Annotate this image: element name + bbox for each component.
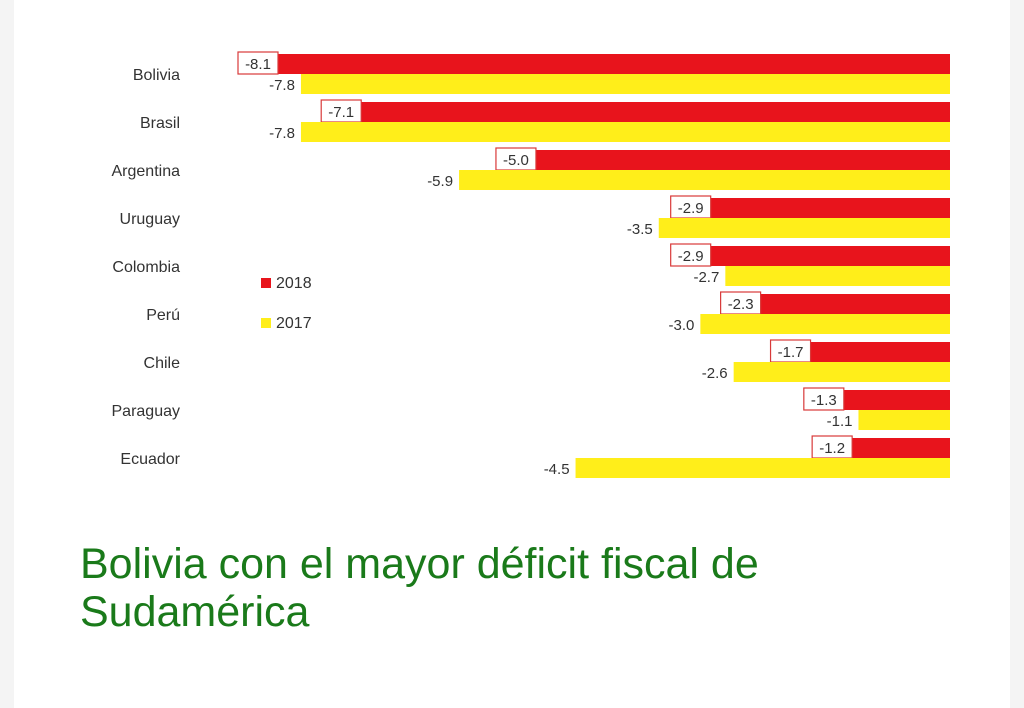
category-label: Paraguay [112, 403, 181, 420]
bar-2018 [359, 102, 951, 122]
data-label-2018: -2.3 [728, 296, 754, 313]
legend-swatch-2018 [261, 278, 271, 288]
data-label-2018: -8.1 [245, 56, 271, 73]
category-label: Uruguay [120, 211, 180, 228]
data-label-box-2018 [670, 243, 712, 267]
data-label-2017: -2.6 [702, 365, 728, 382]
bar-2017 [733, 362, 950, 382]
legend-label-2017: 2017 [276, 315, 312, 332]
data-label-2017: -3.5 [627, 221, 653, 238]
bar-2018 [758, 294, 950, 314]
bar-2018 [276, 54, 950, 74]
bar-2017 [658, 218, 950, 238]
data-label-2017: -1.1 [827, 413, 853, 430]
data-label-2017: -7.8 [269, 125, 295, 142]
bar-2018 [808, 342, 950, 362]
bar-2017 [459, 170, 950, 190]
bar-2018 [708, 198, 950, 218]
bar-2018 [850, 438, 950, 458]
category-label: Chile [144, 355, 181, 372]
category-label: Colombia [112, 259, 180, 276]
data-label-2018: -2.9 [678, 248, 704, 265]
category-label: Argentina [112, 163, 181, 180]
headline: Bolivia con el mayor déficit fiscal de S… [80, 540, 759, 636]
data-label-box-2018 [803, 387, 845, 411]
chart-panel: Bolivia -8.1 -7.8 Brasil -7.1 -7.8 Argentina -5… [80, 40, 970, 500]
bar-2017 [300, 74, 950, 94]
data-label-2017: -3.0 [669, 317, 695, 334]
data-label-2018: -2.9 [678, 200, 704, 217]
data-label-box-2018 [237, 51, 279, 75]
bar-2017 [300, 122, 950, 142]
bar-2017 [700, 314, 950, 334]
bar-chart: Bolivia -8.1 -7.8 Brasil -7.1 -7.8 Argentina -5… [112, 51, 951, 478]
data-label-2018: -1.3 [811, 392, 837, 409]
bar-2017 [575, 458, 950, 478]
bar-2018 [708, 246, 950, 266]
category-label: Bolivia [133, 67, 180, 84]
legend-label-2018: 2018 [276, 275, 312, 292]
data-label-2017: -7.8 [269, 77, 295, 94]
data-label-2017: -2.7 [693, 269, 719, 286]
data-label-2017: -5.9 [427, 173, 453, 190]
data-label-2017: -4.5 [544, 461, 570, 478]
bar-2018 [533, 150, 950, 170]
data-label-2018: -1.7 [778, 344, 804, 361]
data-label-2018: -5.0 [503, 152, 529, 169]
category-label: Brasil [140, 115, 180, 132]
category-label: Ecuador [120, 451, 180, 468]
bar-2018 [841, 390, 950, 410]
bar-2017 [725, 266, 950, 286]
bar-2017 [858, 410, 950, 430]
data-label-2018: -7.1 [328, 104, 354, 121]
data-label-2018: -1.2 [819, 440, 845, 457]
page: Bolivia -8.1 -7.8 Brasil -7.1 -7.8 Argentina -5… [14, 0, 1010, 708]
legend-swatch-2017 [261, 318, 271, 328]
category-label: Perú [146, 307, 180, 324]
